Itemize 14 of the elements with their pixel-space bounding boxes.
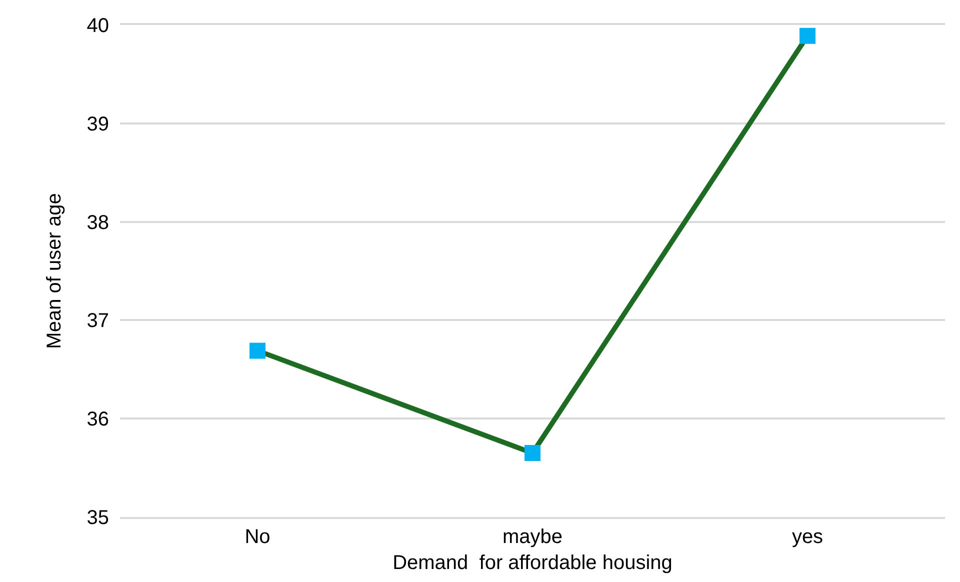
point (250, 342, 266, 359)
x-axis-title: Demand for affordable housing (392, 552, 672, 574)
y-tick-label: 39 (86, 113, 109, 136)
x-tick-label: maybe (502, 526, 563, 548)
y-tick-label: 35 (86, 507, 109, 529)
x-tick-label: yes (792, 526, 824, 548)
y-tick-label: 36 (86, 408, 109, 431)
x-tick-label: No (244, 526, 270, 548)
point (524, 445, 540, 462)
y-axis-title: Mean of user age (43, 193, 66, 349)
point (800, 28, 816, 44)
y-tick-label: 40 (86, 15, 109, 37)
y-tick-label: 38 (86, 212, 109, 234)
y-tick-label: 37 (86, 310, 109, 332)
